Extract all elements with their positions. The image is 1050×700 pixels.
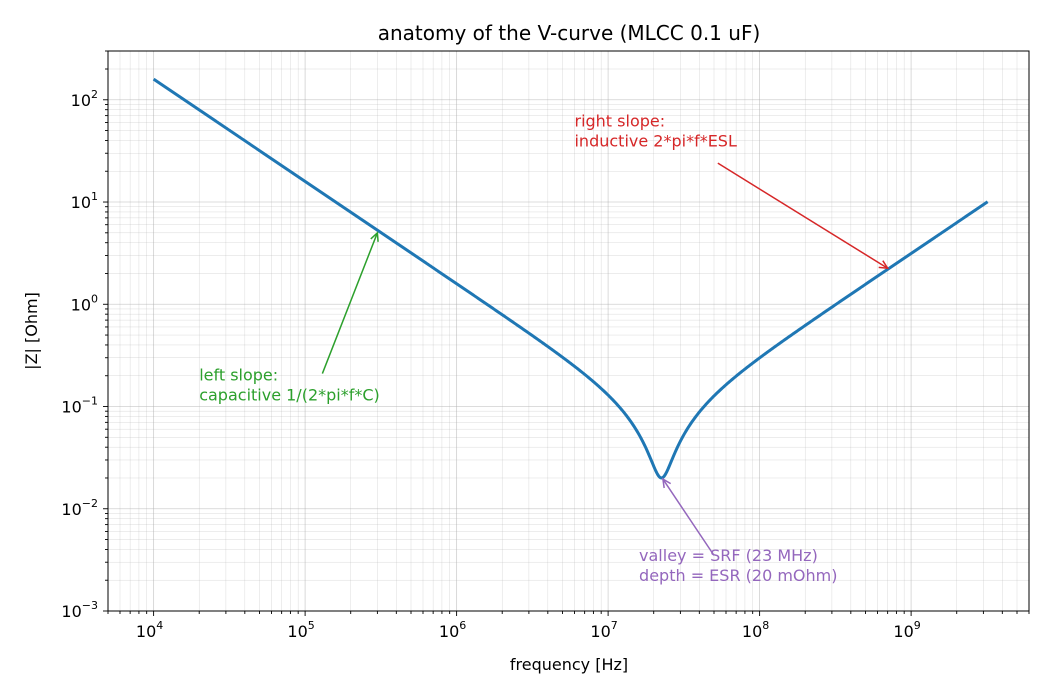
impedance-curve (152, 77, 989, 480)
y-axis-label: |Z| [Ohm] (22, 292, 41, 370)
x-axis-label: frequency [Hz] (510, 655, 628, 674)
annotations: left slope:capacitive 1/(2*pi*f*C) right … (199, 111, 890, 585)
left-slope-arrow-head (370, 231, 379, 242)
x-tick-label: 107 (590, 619, 617, 641)
y-tick-label: 10−3 (61, 599, 98, 621)
x-tick-label: 106 (439, 619, 466, 641)
y-tick-label: 100 (71, 292, 98, 314)
valley-arrow-line (662, 478, 715, 556)
valley-annotation-text: depth = ESR (20 mOhm) (639, 566, 837, 585)
left-slope-annotation-text: left slope: (199, 365, 278, 384)
chart-title: anatomy of the V-curve (MLCC 0.1 uF) (378, 21, 761, 45)
valley-arrow-head (661, 477, 672, 489)
x-tick-label: 109 (893, 619, 920, 641)
right-slope-arrow-head (878, 260, 890, 270)
right-slope-annotation-text: inductive 2*pi*f*ESL (574, 131, 736, 150)
right-slope-annotation-text: right slope: (574, 111, 665, 130)
y-tick-label: 10−2 (61, 497, 98, 519)
x-tick-label: 105 (287, 619, 314, 641)
axis-ticks: 104 105 106 107 108 109 10−3 10−2 10−1 100 101 102 (61, 50, 1030, 641)
x-tick-label: 104 (136, 619, 163, 641)
left-slope-arrow-line (321, 232, 379, 374)
valley-annotation-text: valley = SRF (23 MHz) (639, 546, 818, 565)
y-tick-label: 101 (71, 190, 98, 212)
left-slope-annotation-text: capacitive 1/(2*pi*f*C) (199, 385, 380, 404)
right-slope-arrow-line (717, 162, 889, 269)
plot-area (152, 77, 989, 480)
y-tick-label: 10−1 (61, 395, 98, 417)
plot-frame (107, 50, 1030, 612)
x-tick-label: 108 (742, 619, 769, 641)
y-tick-label: 102 (71, 88, 98, 110)
